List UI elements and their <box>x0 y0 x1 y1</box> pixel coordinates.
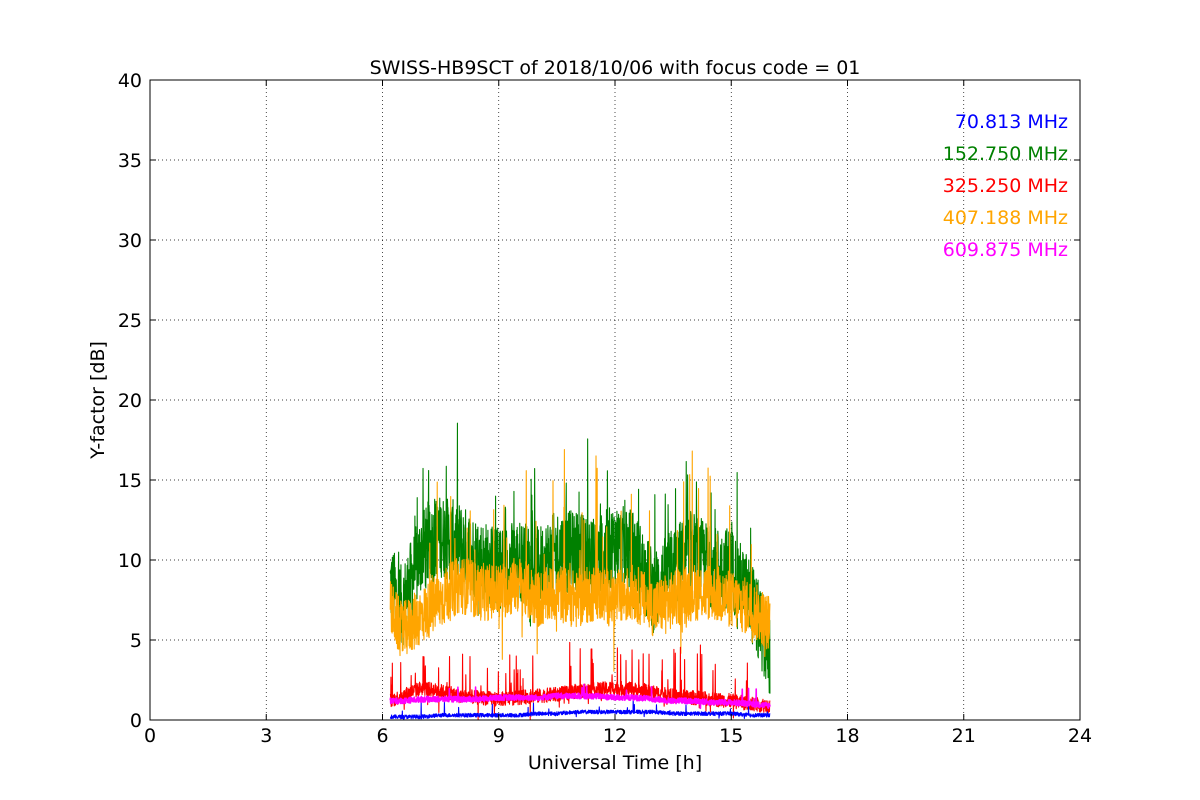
y-tick-label: 0 <box>130 710 142 732</box>
x-axis-label: Universal Time [h] <box>528 752 702 774</box>
chart-title: SWISS-HB9SCT of 2018/10/06 with focus co… <box>370 57 861 79</box>
series-line-3 <box>389 449 771 672</box>
legend-entry: 325.250 MHz <box>943 175 1068 197</box>
legend-entry: 407.188 MHz <box>943 207 1068 229</box>
series-line-0 <box>389 698 771 721</box>
y-tick-label: 25 <box>118 310 142 332</box>
x-tick-label: 9 <box>493 725 505 747</box>
x-tick-label: 3 <box>260 725 272 747</box>
series-layer <box>389 422 771 721</box>
series-line-4 <box>389 683 771 710</box>
ticks: 0 3 6 9 12 15 18 21 24 0 5 10 15 20 25 30 35 40 <box>118 70 1092 747</box>
x-tick-label: 24 <box>1068 725 1092 747</box>
x-tick-label: 12 <box>603 725 627 747</box>
legend: 70.813 MHz 152.750 MHz 325.250 MHz 407.188 … <box>943 111 1068 261</box>
legend-entry: 609.875 MHz <box>943 239 1068 261</box>
y-tick-label: 20 <box>118 390 142 412</box>
x-tick-label: 21 <box>952 725 976 747</box>
y-tick-label: 30 <box>118 230 142 252</box>
x-tick-label: 0 <box>144 725 156 747</box>
legend-entry: 152.750 MHz <box>943 143 1068 165</box>
plot-area-frame <box>149 79 1081 721</box>
x-tick-label: 6 <box>376 725 388 747</box>
y-tick-label: 10 <box>118 550 142 572</box>
y-axis-label: Y-factor [dB] <box>87 341 109 460</box>
y-tick-label: 15 <box>118 470 142 492</box>
x-tick-label: 18 <box>835 725 859 747</box>
y-tick-label: 40 <box>118 70 142 92</box>
x-tick-label: 15 <box>719 725 743 747</box>
y-tick-label: 35 <box>118 150 142 172</box>
legend-entry: 70.813 MHz <box>955 111 1068 133</box>
y-tick-label: 5 <box>130 630 142 652</box>
